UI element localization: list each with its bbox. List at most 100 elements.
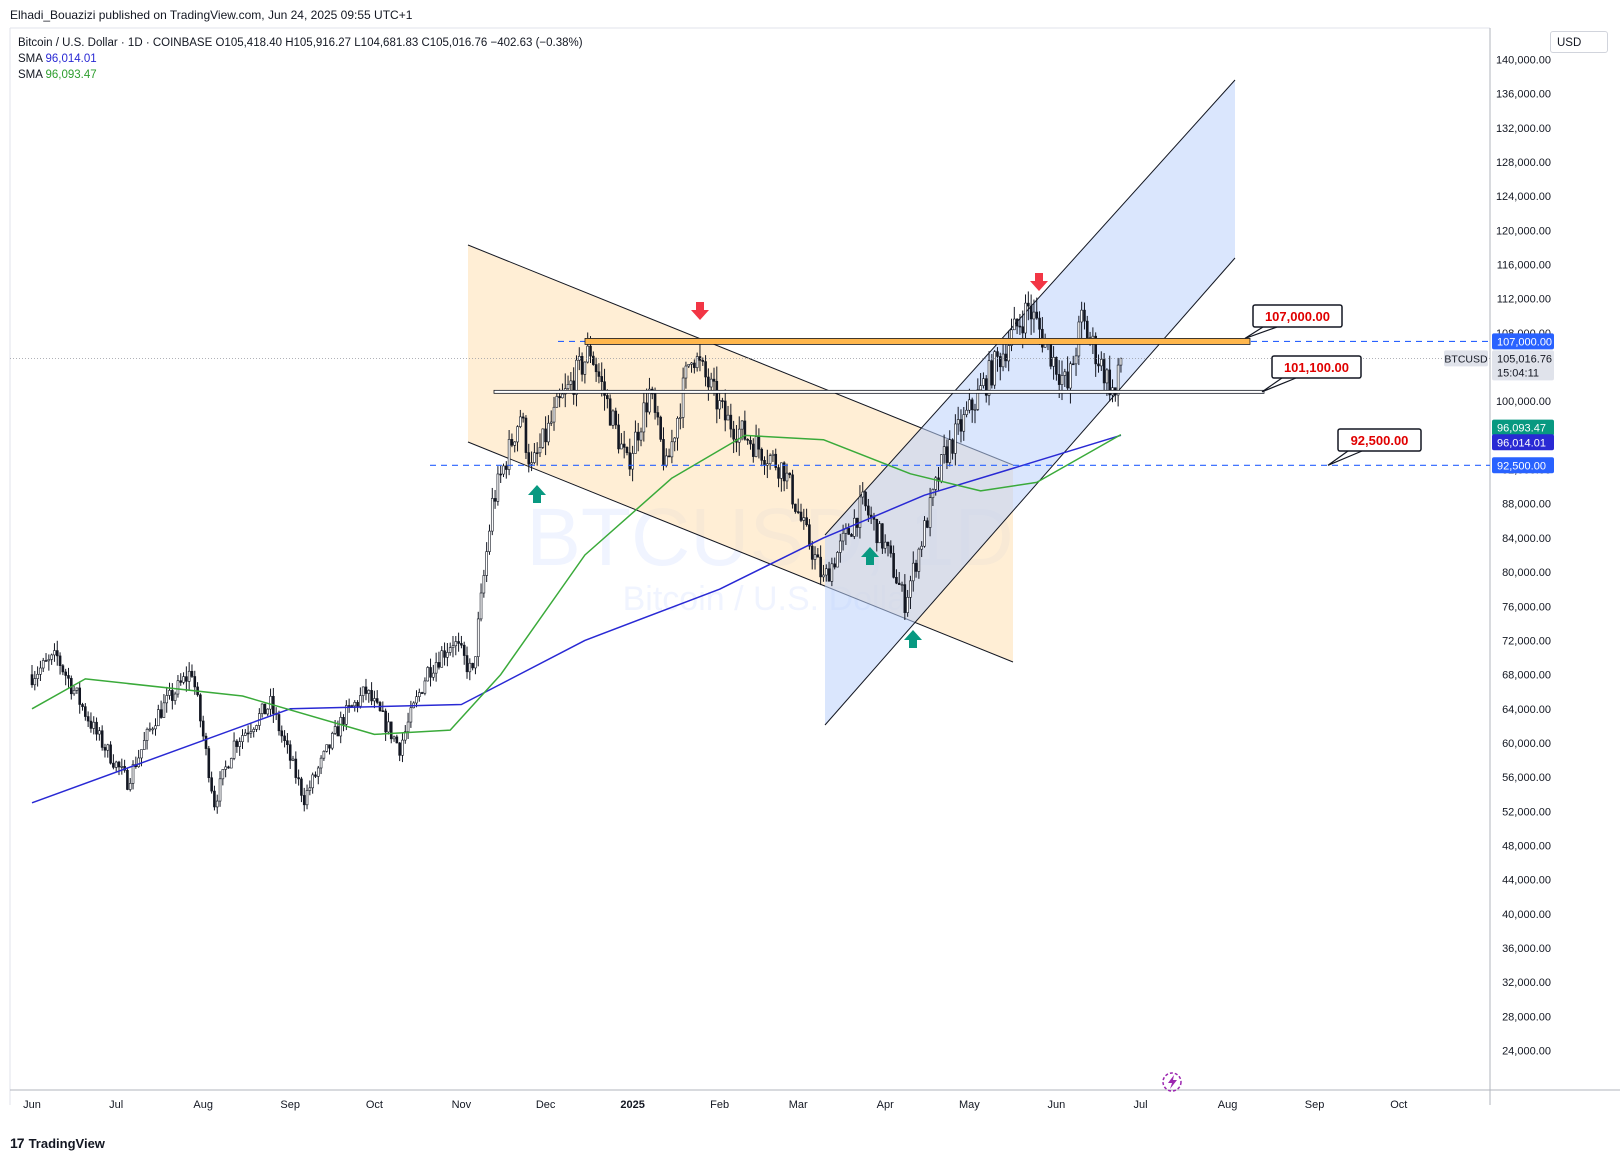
tradingview-logo-icon: 17	[10, 1135, 25, 1151]
candle-body	[1055, 357, 1058, 375]
candle-body	[235, 740, 239, 747]
candle-body	[987, 360, 991, 396]
candle-body	[631, 453, 634, 470]
candle-body	[878, 523, 881, 544]
candle-body	[791, 474, 794, 505]
candle-body	[743, 420, 747, 440]
candle-body	[496, 473, 500, 502]
candle-body	[993, 351, 996, 386]
candle-body	[218, 778, 222, 802]
candle-body	[331, 733, 334, 749]
legend-sma1-label[interactable]: SMA	[18, 53, 43, 65]
currency-selector[interactable]: USD	[1550, 31, 1608, 53]
callout-text: 107,000.00	[1265, 309, 1330, 324]
candle-body	[451, 645, 455, 648]
legend-sma2-label[interactable]: SMA	[18, 69, 43, 81]
candle-body	[333, 726, 337, 734]
time-tick-label: Apr	[877, 1099, 894, 1111]
price-axis[interactable]: 140,000.00 136,000.00 132,000.00 128,000.00…	[1496, 55, 1551, 1058]
time-tick-label: Oct	[1390, 1099, 1407, 1111]
chart-frame	[9, 27, 1620, 1105]
callout-107000: 107,000.00	[1244, 304, 1343, 339]
candle-body	[364, 686, 368, 694]
candle-body	[353, 702, 357, 707]
candle-body	[996, 351, 999, 357]
candle-body	[291, 758, 295, 761]
price-tick-label: 44,000.00	[1502, 875, 1551, 887]
price-tick-label: 124,000.00	[1496, 191, 1551, 203]
price-tag	[1492, 457, 1554, 474]
candle-body	[316, 767, 320, 777]
candle-body	[998, 356, 1002, 368]
candle-body	[350, 705, 354, 707]
time-tick-label: Mar	[789, 1099, 808, 1111]
time-tick-label: Sep	[280, 1099, 300, 1111]
candle-body	[1029, 305, 1033, 320]
callout-101100: 101,100.00	[1261, 355, 1362, 393]
candle-body	[479, 592, 483, 620]
candle-body	[976, 389, 980, 410]
candle-body	[384, 710, 387, 733]
candle-body	[165, 695, 169, 704]
candle-body	[1097, 363, 1100, 367]
candle-body	[370, 690, 373, 702]
candle-body	[561, 393, 564, 399]
candle-body	[853, 517, 856, 537]
candle-body	[1099, 359, 1103, 367]
candle-body	[95, 721, 98, 735]
sell-arrow-icon	[1030, 273, 1048, 291]
candle-body	[406, 721, 410, 732]
callout-pointer	[1327, 450, 1363, 466]
candle-body	[805, 517, 808, 526]
candle-body	[965, 409, 968, 415]
brand-text: TradingView	[28, 1135, 105, 1151]
candle-body	[30, 674, 34, 686]
candle-body	[897, 582, 901, 585]
candle-body	[185, 676, 188, 682]
candle-body	[785, 472, 789, 482]
candle-body	[210, 777, 213, 792]
candle-body	[530, 462, 533, 465]
candle-body	[583, 361, 587, 375]
candle-body	[867, 505, 870, 516]
legend-symbol[interactable]: Bitcoin / U.S. Dollar · 1D · COINBASE	[18, 37, 213, 49]
price-tick-label: 84,000.00	[1502, 533, 1551, 545]
candle-body	[305, 790, 309, 806]
candle-body	[39, 667, 42, 675]
time-tick-label: Dec	[536, 1099, 556, 1111]
candle-body	[1080, 309, 1083, 323]
time-tick-label: Aug	[1218, 1099, 1238, 1111]
last-price-tag	[1492, 350, 1554, 381]
ascending-channel-bottom-line	[824, 257, 1236, 726]
callout-box	[1252, 304, 1343, 328]
last-price-tag-text: 105,016.76	[1497, 353, 1552, 365]
candle-body	[589, 345, 592, 357]
candle-body	[446, 652, 449, 658]
candle-body	[639, 431, 643, 441]
time-axis[interactable]: Jun Jul Aug Sep Oct Nov Dec 2025 Feb Mar Apr May Jun…	[23, 1099, 1407, 1111]
candle-body	[176, 680, 180, 695]
candle-body	[395, 736, 399, 744]
candle-body	[1066, 371, 1069, 389]
replay-icon[interactable]	[1162, 1072, 1182, 1092]
candle-body	[1063, 371, 1067, 376]
candle-body	[173, 693, 177, 701]
candle-body	[954, 423, 957, 454]
candle-body	[156, 709, 160, 727]
price-tag	[1492, 419, 1554, 436]
candle-body	[597, 371, 601, 377]
level-drawings: 107,000.00 101,100.00 92,500.00	[10, 273, 1490, 648]
candle-body	[611, 410, 615, 426]
candle-body	[182, 676, 185, 683]
candle-body	[266, 708, 270, 715]
candle-body	[443, 650, 446, 658]
candle-body	[729, 414, 733, 430]
legend-low: L104,681.83	[354, 37, 419, 49]
ascending-channel-fill	[825, 80, 1235, 725]
candle-body	[516, 426, 519, 443]
candle-body	[816, 554, 820, 558]
resistance-zone	[584, 338, 1251, 345]
candle-body	[942, 446, 946, 455]
candle-body	[398, 742, 401, 756]
